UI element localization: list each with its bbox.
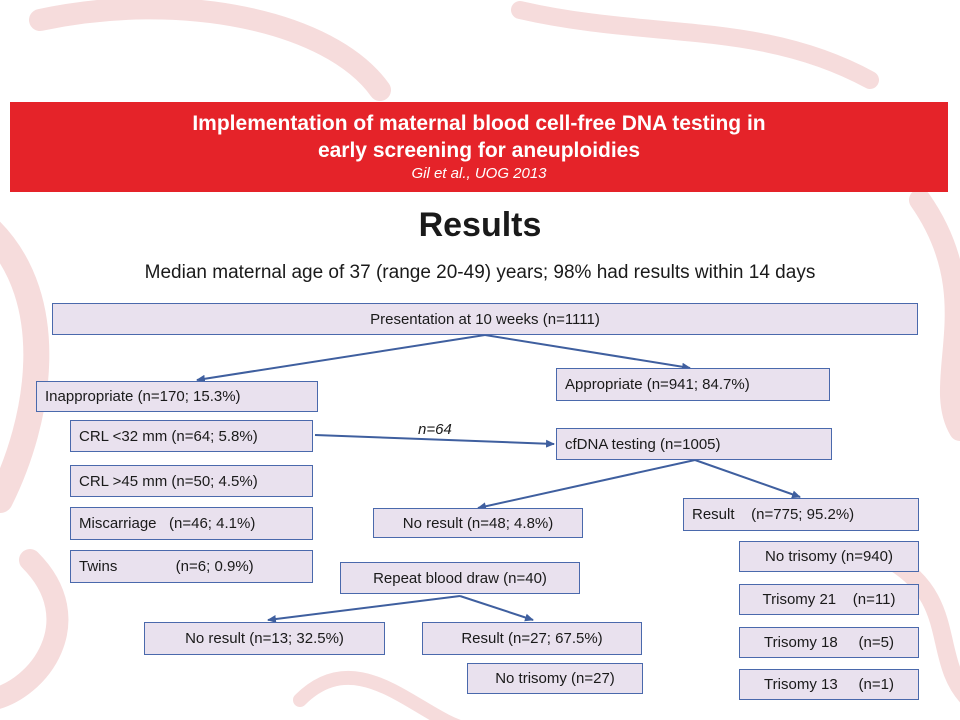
result-box: Result (n=775; 95.2%) <box>683 498 919 531</box>
arrow-to-inappropriate <box>196 334 486 383</box>
no-trisomy-box: No trisomy (n=940) <box>739 541 919 572</box>
presentation-box: Presentation at 10 weeks (n=1111) <box>52 303 918 335</box>
inappropriate-box: Inappropriate (n=170; 15.3%) <box>36 381 318 412</box>
banner-title-line-2: early screening for aneuploidies <box>317 139 641 162</box>
arrow-crl-to-cfdna <box>314 434 555 448</box>
results-heading: Results <box>418 206 542 244</box>
results-subtitle: Median maternal age of 37 (range 20-49) … <box>144 262 816 283</box>
arrow-to-appropriate <box>484 334 691 371</box>
arrow-to-repeat-no-result <box>267 595 461 623</box>
trisomy-18-box: Trisomy 18 (n=5) <box>739 627 919 658</box>
cfdna-testing-box: cfDNA testing (n=1005) <box>556 428 832 460</box>
arrow-to-no-result <box>477 459 696 511</box>
banner-citation: Gil et al., UOG 2013 <box>411 165 547 182</box>
repeat-no-result-box: No result (n=13; 32.5%) <box>144 622 385 655</box>
repeat-result-box: Result (n=27; 67.5%) <box>422 622 642 655</box>
trisomy-13-box: Trisomy 13 (n=1) <box>739 669 919 700</box>
crl-over-45-box: CRL >45 mm (n=50; 4.5%) <box>70 465 313 497</box>
banner-title-line-1: Implementation of maternal blood cell-fr… <box>192 112 766 135</box>
transfer-count-label: n=64 <box>418 421 452 438</box>
appropriate-box: Appropriate (n=941; 84.7%) <box>556 368 830 401</box>
twins-box: Twins (n=6; 0.9%) <box>70 550 313 583</box>
repeat-no-trisomy-box: No trisomy (n=27) <box>467 663 643 694</box>
title-banner: Implementation of maternal blood cell-fr… <box>10 102 948 192</box>
arrow-to-result <box>694 459 801 499</box>
arrow-to-repeat-result <box>459 595 534 622</box>
miscarriage-box: Miscarriage (n=46; 4.1%) <box>70 507 313 540</box>
crl-under-32-box: CRL <32 mm (n=64; 5.8%) <box>70 420 313 452</box>
repeat-blood-draw-box: Repeat blood draw (n=40) <box>340 562 580 594</box>
trisomy-21-box: Trisomy 21 (n=11) <box>739 584 919 615</box>
no-result-box: No result (n=48; 4.8%) <box>373 508 583 538</box>
